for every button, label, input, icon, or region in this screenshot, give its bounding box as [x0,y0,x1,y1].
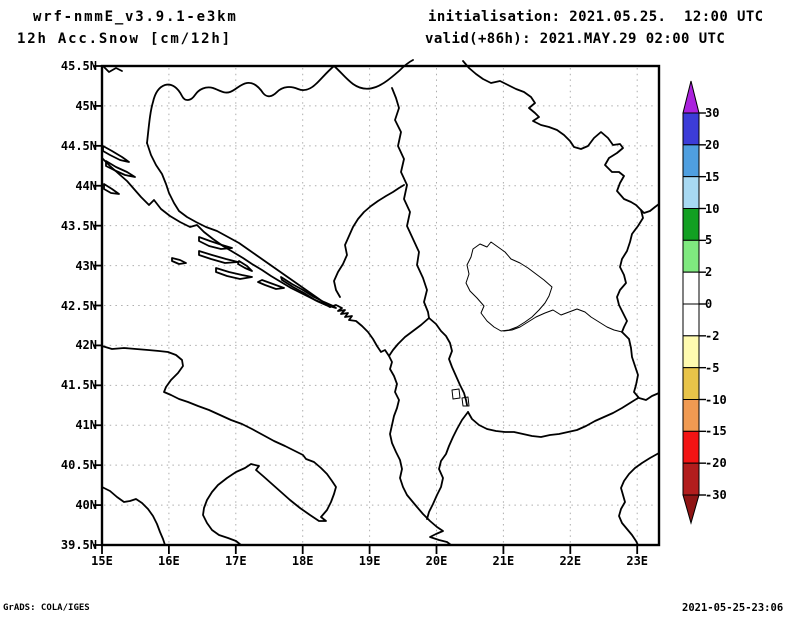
lon-tick-label: 22E [559,554,582,568]
colorbar-level-label: 10 [705,201,720,216]
colorbar-segment [682,239,700,273]
colorbar-segment [682,208,700,241]
colorbar-segment [682,112,700,146]
colorbar-segment [682,462,700,496]
peninsula-peljesac [280,276,337,309]
colorbar-level-label: 15 [705,169,720,184]
border-serbia-bulgaria [616,209,644,333]
lon-tick-label: 18E [291,554,314,568]
border-kosovo [465,241,553,332]
colorbar-segment [682,303,700,337]
coastline-aegean [618,452,660,546]
colorbar-level-label: -30 [705,488,727,502]
model-title: wrf-nmmE_v3.9.1-e3km [33,9,238,25]
border-bosnia-montenegro [333,184,405,298]
lat-tick-label: 42.5N [60,298,97,313]
coastline-italy-adriatic [101,345,337,546]
coastline-italy-south [101,486,166,546]
colorbar-arrow-bottom [682,494,700,525]
colorbar-level-label: 20 [705,137,720,152]
lat-tick-label: 43N [75,258,97,273]
colorbar-segment [682,271,700,305]
colorbar-level-label: 30 [705,106,720,120]
colorbar-level-label: -5 [705,360,720,375]
lat-tick-label: 44N [75,178,97,193]
border-albania-greece [426,411,469,520]
colorbar-level-label: 5 [705,233,713,248]
border-serbia-romania-danube [462,60,660,214]
lat-tick-label: 39.5N [60,538,97,552]
border-montenegro-albania [388,317,430,357]
border-croatia-north-arc [146,59,414,144]
colorbar-segment [682,367,700,400]
colorbar-level-label: -10 [705,392,727,407]
colorbar-segment [682,335,700,369]
lon-tick-label: 17E [224,554,247,568]
colorbar-level-label: -2 [705,328,720,343]
map-frame [100,64,661,547]
lon-tick-label: 19E [358,554,381,568]
lat-tick-label: 41N [75,418,97,433]
colorbar-arrow-top [682,80,700,114]
coastline-top-left-wiggle [103,66,123,73]
lon-tick-label: 20E [425,554,448,568]
lat-tick-label: 44.5N [60,138,97,153]
border-albania-macedonia [428,317,468,406]
lat-tick-label: 45N [75,98,97,113]
border-bosnia-serbia-drina [391,87,430,319]
border-macedonia-serbia [503,308,623,333]
lat-tick-label: 45.5N [60,59,97,73]
colorbar-scale [682,80,706,525]
lakes-ohrid-prespa [451,388,470,407]
lat-tick-label: 43.5N [60,218,97,233]
lon-tick-label: 16E [158,554,180,568]
colorbar-level-label: -15 [705,424,727,439]
colorbar-level-label: -20 [705,456,727,471]
colorbar-segment [682,176,700,210]
dalmatian-islands [102,145,285,290]
lat-tick-label: 42N [75,338,97,353]
lat-tick-label: 40.5N [60,458,97,473]
colorbar-level-label: 0 [705,297,713,311]
border-macedonia-greece [467,397,639,438]
lon-tick-label: 23E [626,554,649,568]
grid-lines [104,68,657,543]
creation-timestamp: 2021-05-25-23:06 [682,602,784,614]
field-title: 12h Acc.Snow [cm/12h] [17,31,232,47]
lon-tick-label: 21E [492,554,515,568]
border-macedonia-bulgaria [621,331,660,401]
init-time-label: initialisation: 2021.05.25. 12:00 UTC [428,9,764,25]
coastline-adriatic-east [101,157,452,546]
colorbar-level-label: 2 [705,265,713,280]
geography-lines [101,59,660,546]
colorbar-segment [682,144,700,178]
valid-time-label: valid(+86h): 2021.MAY.29 02:00 UTC [425,31,726,47]
lat-tick-label: 40N [75,498,97,513]
lon-tick-label: 15E [91,554,113,568]
border-bosnia-west [146,142,331,308]
colorbar-segment [682,399,700,432]
lat-tick-label: 41.5N [60,378,97,393]
colorbar-segment [682,430,700,464]
axis-ticks [93,65,639,554]
grads-credit: GrADS: COLA/IGES [3,603,90,613]
